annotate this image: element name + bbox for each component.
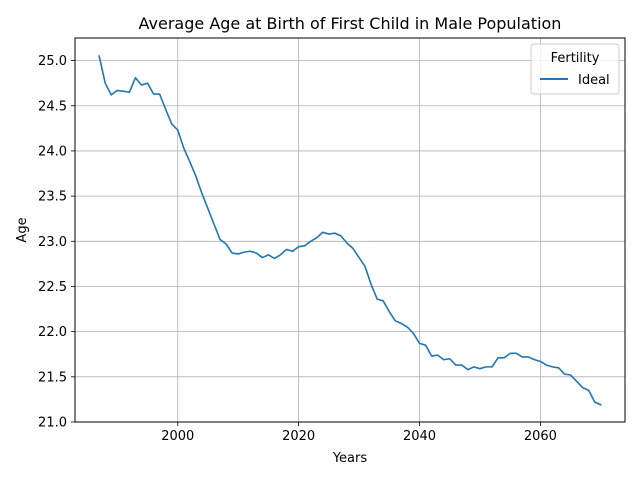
- y-tick-label: 24.0: [38, 144, 67, 159]
- chart-title: Average Age at Birth of First Child in M…: [139, 14, 562, 33]
- legend-box: [530, 43, 620, 95]
- y-tick-label: 23.0: [38, 235, 67, 250]
- y-tick-label: 22.5: [38, 280, 67, 295]
- y-tick-label: 25.0: [38, 54, 67, 69]
- y-tick-label: 24.5: [38, 99, 67, 114]
- x-tick-label: 2020: [282, 429, 315, 444]
- x-tick-label: 2000: [161, 429, 194, 444]
- x-tick-label: 2060: [524, 429, 557, 444]
- y-tick-label: 22.0: [38, 325, 67, 340]
- y-tick-label: 21.0: [38, 416, 67, 431]
- plot-frame: [74, 37, 626, 423]
- y-tick-label: 21.5: [38, 370, 67, 385]
- legend-title: Fertility: [551, 51, 600, 66]
- x-axis: 2000 2020 2040 2060: [161, 422, 557, 444]
- legend: Fertility Ideal: [530, 43, 620, 95]
- grid-lines: [75, 38, 625, 423]
- series-layer: [98, 55, 602, 406]
- x-axis-label: Years: [332, 451, 368, 466]
- legend-label-ideal: Ideal: [578, 73, 610, 88]
- y-axis: 21.0 21.5 22.0 22.5 23.0 23.5 24.0 24.5 25.0: [38, 54, 75, 431]
- series-line-ideal: [98, 55, 602, 406]
- x-tick-label: 2040: [403, 429, 436, 444]
- y-tick-label: 23.5: [38, 190, 67, 205]
- y-axis-label: Age: [15, 217, 30, 242]
